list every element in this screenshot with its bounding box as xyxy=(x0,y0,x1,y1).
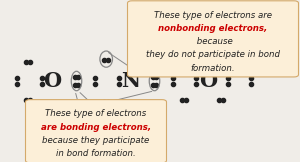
Text: nonbonding electrons,: nonbonding electrons, xyxy=(158,24,268,33)
FancyBboxPatch shape xyxy=(128,1,298,77)
Text: N: N xyxy=(121,71,140,91)
Text: These type of electrons are: These type of electrons are xyxy=(154,11,272,20)
Text: because they participate: because they participate xyxy=(42,136,150,145)
FancyBboxPatch shape xyxy=(26,100,166,162)
Text: are bonding electrons,: are bonding electrons, xyxy=(41,123,151,132)
Text: they do not participate in bond: they do not participate in bond xyxy=(146,50,280,59)
Text: O: O xyxy=(44,71,62,91)
Text: O: O xyxy=(200,71,217,91)
Text: because: because xyxy=(194,37,232,46)
Text: formation.: formation. xyxy=(191,64,235,73)
Text: These type of electrons: These type of electrons xyxy=(45,109,147,118)
Text: in bond formation.: in bond formation. xyxy=(56,149,136,158)
